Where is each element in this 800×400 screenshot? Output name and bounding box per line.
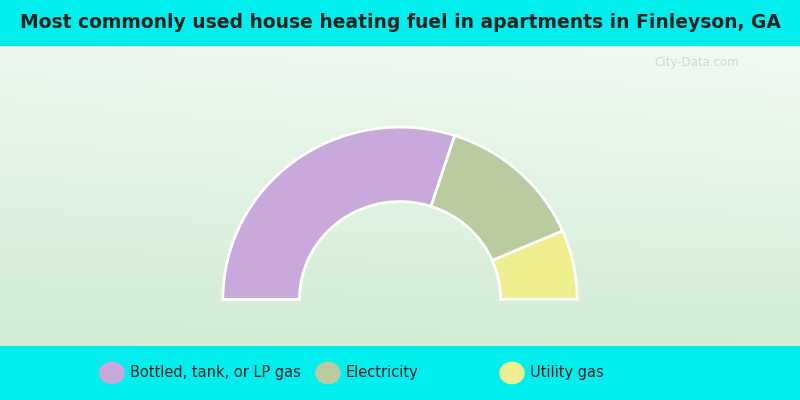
Wedge shape (431, 136, 562, 260)
Ellipse shape (315, 362, 341, 384)
Text: Most commonly used house heating fuel in apartments in Finleyson, GA: Most commonly used house heating fuel in… (19, 14, 781, 32)
Text: Utility gas: Utility gas (530, 366, 603, 380)
Text: Bottled, tank, or LP gas: Bottled, tank, or LP gas (130, 366, 301, 380)
Text: City-Data.com: City-Data.com (655, 56, 739, 69)
Ellipse shape (99, 362, 125, 384)
Wedge shape (492, 231, 577, 299)
Text: Electricity: Electricity (346, 366, 418, 380)
Ellipse shape (499, 362, 525, 384)
Wedge shape (223, 127, 454, 299)
